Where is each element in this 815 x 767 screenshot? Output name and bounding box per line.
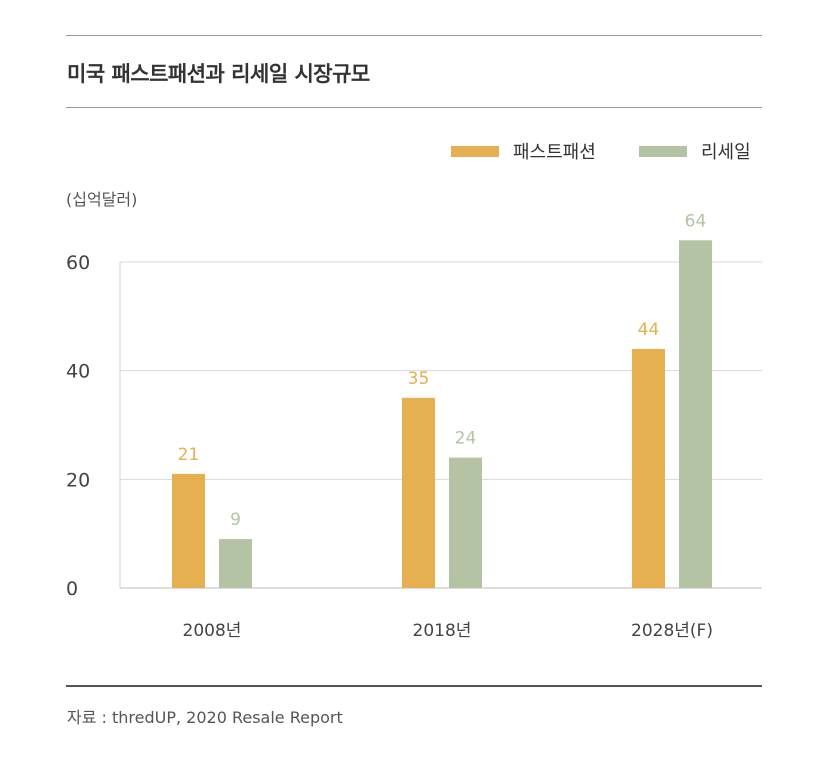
data-label: 44: [638, 320, 660, 340]
y-unit-label: (십억달러): [66, 190, 138, 209]
data-label: 21: [178, 445, 200, 465]
x-tick-label: 2028년(F): [631, 621, 713, 641]
x-tick-label: 2018년: [413, 621, 472, 641]
bar-fast-fashion: [632, 348, 665, 588]
bar-resale: [449, 457, 482, 588]
y-tick-label: 40: [66, 361, 90, 383]
top-rule: [66, 35, 762, 36]
bottom-rule: [66, 685, 762, 687]
legend-label-fast-fashion: 패스트패션: [513, 142, 596, 163]
bar-fast-fashion: [172, 473, 205, 588]
data-label: 35: [408, 369, 430, 389]
legend-fast-fashion: 패스트패션: [451, 140, 596, 163]
data-label: 9: [230, 510, 241, 530]
bar-resale: [679, 240, 712, 588]
y-tick-label: 0: [66, 578, 78, 600]
data-label: 64: [685, 211, 707, 231]
y-tick-label: 60: [66, 252, 90, 274]
data-label: 24: [455, 429, 477, 449]
chart-title: 미국 패스트패션과 리세일 시장규모: [67, 62, 370, 86]
x-tick-label: 2008년: [183, 621, 242, 641]
legend-label-resale: 리세일: [701, 142, 751, 163]
legend-swatch-fast-fashion: [451, 145, 499, 157]
bar-fast-fashion: [402, 397, 435, 588]
title-divider: [66, 107, 762, 108]
legend-swatch-resale: [639, 145, 687, 157]
bar-chart: 0 20 40 60 21 9 2008년 35 24 2018년 44 64 2028년(F): [66, 211, 762, 641]
y-tick-label: 20: [66, 469, 90, 491]
legend-resale: 리세일: [639, 140, 751, 163]
source-note: 자료 : thredUP, 2020 Resale Report: [67, 708, 343, 727]
bar-resale: [219, 539, 252, 588]
